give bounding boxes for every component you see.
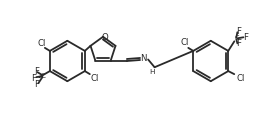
Text: Cl: Cl — [91, 74, 99, 83]
Text: O: O — [102, 33, 108, 42]
Text: F: F — [236, 27, 241, 36]
Text: H: H — [149, 69, 154, 75]
Text: C: C — [41, 73, 46, 79]
Text: F: F — [243, 33, 248, 42]
Text: Cl: Cl — [180, 38, 189, 47]
Text: F: F — [34, 80, 39, 89]
Text: F: F — [31, 74, 36, 83]
Text: F: F — [34, 67, 39, 76]
Text: C: C — [235, 35, 239, 41]
Text: F: F — [236, 39, 241, 48]
Text: N: N — [140, 54, 146, 63]
Text: Cl: Cl — [38, 39, 46, 48]
Text: Cl: Cl — [236, 74, 245, 83]
